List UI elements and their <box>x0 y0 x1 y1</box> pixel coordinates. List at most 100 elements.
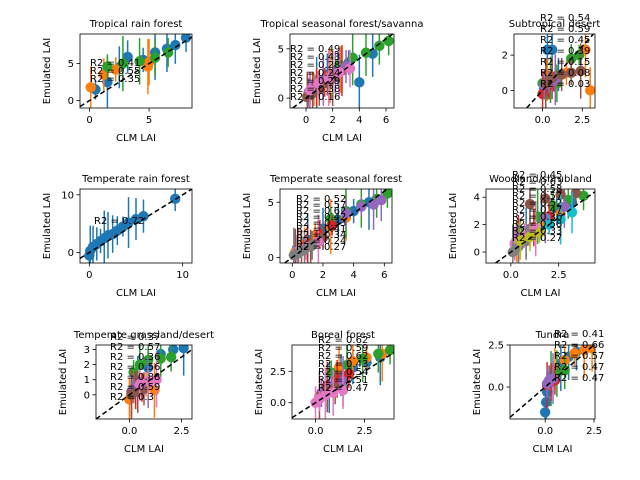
subplot: 0.0 2.5 0 1 2 3 Temperate grassland/desert CLM … <box>58 330 214 455</box>
series <box>85 38 155 108</box>
data-point <box>102 61 113 72</box>
r2-label: R2 = 0.43 <box>318 359 368 370</box>
y-tick-label: 4 <box>474 193 480 204</box>
plot-area <box>80 34 192 108</box>
x-axis-label: CLM LAI <box>116 288 156 299</box>
r2-label: R2 = 0.38 <box>290 84 340 95</box>
series <box>541 353 559 405</box>
x-axis-label: CLM LAI <box>316 288 356 299</box>
data-point <box>343 368 355 380</box>
r2-label: R2 = 0.41 <box>90 58 140 69</box>
data-point <box>110 64 121 75</box>
r2-label: R2 = 0.51 <box>318 375 368 386</box>
plot-area <box>526 34 595 108</box>
axes-frame <box>485 188 596 264</box>
data-point <box>170 39 181 51</box>
data-point <box>524 198 536 210</box>
x-axis-label: CLM LAI <box>533 444 573 455</box>
axes-frame <box>95 344 193 420</box>
y-tick-label: 1 <box>84 375 90 386</box>
r2-label: R2 = 0.59 <box>540 24 590 35</box>
x-axis-label: CLM LAI <box>521 288 561 299</box>
data-point <box>579 345 590 356</box>
subplot-title: Woodland/shrubland <box>489 174 592 185</box>
data-point <box>540 193 551 204</box>
axes-frame <box>79 188 193 264</box>
x-tick-label: 0.0 <box>503 270 519 281</box>
subplot-title: Tundra <box>535 330 570 341</box>
r2-label: R2 = 0.57 <box>296 200 346 211</box>
axes-frame <box>509 344 596 420</box>
plot-area <box>284 189 392 263</box>
x-axis-label: CLM LAI <box>322 133 362 144</box>
r2-label: R2 = 0.72 <box>94 216 144 227</box>
data-point <box>384 345 394 356</box>
data-point <box>347 52 358 63</box>
r2-label: R2 = 0.47 <box>554 373 604 384</box>
x-tick-label: 2.5 <box>586 426 602 437</box>
data-point <box>138 210 149 222</box>
data-point <box>149 52 161 63</box>
x-axis-label: CLM LAI <box>116 133 156 144</box>
y-tick-label: 3 <box>84 345 90 356</box>
y-axis-label: Emulated LAI <box>42 38 53 105</box>
plot-area <box>292 345 394 419</box>
subplot: 0 2 4 6 0 5 Tropical seasonal forest/savanna CL… <box>252 19 423 144</box>
one-to-one-line <box>495 191 595 263</box>
one-to-one-line <box>526 34 594 108</box>
r2-label: R2 = 0.57 <box>110 342 160 353</box>
subplot-title: Subtropical desert <box>509 19 601 30</box>
data-point <box>155 353 166 364</box>
r2-label: R2 = 0.45 <box>540 35 590 46</box>
axes-frame <box>291 344 395 420</box>
r2-label: R2 = 0.15 <box>540 57 590 68</box>
x-tick-label: 6 <box>381 270 387 281</box>
plot-area <box>80 189 192 263</box>
r2-label: R2 = 0.62 <box>296 206 346 217</box>
data-point <box>555 213 566 225</box>
data-point <box>134 379 146 390</box>
subplot-title: Tropical rain forest <box>89 19 183 30</box>
r2-label: R2 = 0.56 <box>110 362 160 373</box>
r2-label: R2 = 0.03 <box>540 79 590 90</box>
r2-label: R2 = 0.52 <box>296 194 346 205</box>
subplot: 0 2 4 6 0 5 Temperate seasonal forest CLM LAI Em… <box>242 174 402 299</box>
y-tick-label: 2 <box>84 360 90 371</box>
subplot-title: Temperate grassland/desert <box>73 330 214 341</box>
r2-label: R2 = 0.52 <box>512 198 562 209</box>
r2-label: R2 = 0.27 <box>296 242 346 253</box>
x-tick-label: 2.5 <box>357 426 373 437</box>
data-point <box>334 67 345 78</box>
one-to-one-line <box>80 189 192 260</box>
data-point <box>383 35 394 47</box>
x-tick-label: 2 <box>320 270 326 281</box>
r2-label: R2 = 0.42 <box>296 212 346 223</box>
r2-label: R2 = 0.62 <box>318 335 368 346</box>
r2-label: R2 = 0.63 <box>512 177 562 188</box>
one-to-one-line <box>292 351 394 419</box>
data-point <box>117 58 129 69</box>
r2-label: R2 = 0.39 <box>540 46 590 57</box>
r2-label: R2 = 0.41 <box>554 329 604 340</box>
y-tick-label: 0.0 <box>488 383 504 394</box>
data-point <box>354 77 365 88</box>
y-axis-label: Emulated LAI <box>58 349 69 416</box>
x-tick-label: 0 <box>303 115 309 126</box>
one-to-one-line <box>284 189 388 263</box>
r2-label: R2 = 0.88 <box>110 372 160 383</box>
x-tick-label: 2.5 <box>174 426 190 437</box>
r2-label: R2 = 0.33 <box>296 218 346 229</box>
y-tick-label: 0 <box>68 96 74 107</box>
subplot: 0.0 2.5 0 2 4 Woodland/shrubland CLM LAI Emulat… <box>448 170 596 299</box>
r2-label: R2 = 0.27 <box>512 233 562 244</box>
data-point <box>540 396 552 408</box>
r2-label: R2 = 0.62 <box>318 351 368 362</box>
y-tick-label: 10 <box>61 190 74 201</box>
data-point <box>85 82 96 93</box>
r2-label: R2 = 0.35 <box>90 74 140 85</box>
data-point <box>546 72 558 84</box>
r2-label: R2 = 0.54 <box>540 13 590 24</box>
y-tick-label: 5 <box>68 59 74 70</box>
y-tick-label: 0 <box>68 248 74 259</box>
r2-label: R2 = 0.49 <box>290 44 340 55</box>
